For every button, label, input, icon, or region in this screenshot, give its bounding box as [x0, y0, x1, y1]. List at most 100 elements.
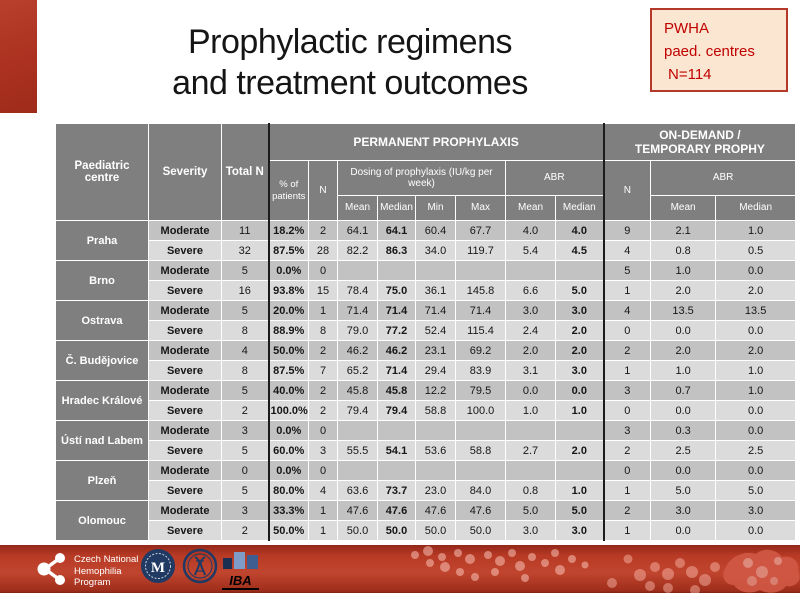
table-cell-median: 45.8 [377, 380, 416, 401]
badge-line-1: PWHA [664, 20, 709, 37]
table-cell-od_median: 5.0 [715, 480, 797, 501]
table-cell-mean: 45.8 [337, 380, 378, 401]
table-cell-n: 7 [308, 360, 338, 381]
table-cell-severity: Severe [148, 360, 222, 381]
header-paediatric-centre: Paediatric centre [55, 123, 149, 221]
centre-name-cell: Olomouc [55, 500, 149, 541]
table-cell-median [377, 460, 416, 481]
table-cell-abr_mean: 2.0 [505, 340, 556, 361]
table-cell-total_n: 5 [221, 380, 269, 401]
table-cell-total_n: 5 [221, 260, 269, 281]
header-total-n: Total N [221, 123, 269, 221]
iba-logo-label: IBA [222, 574, 259, 590]
footer-bar: Czech National Hemophilia Program M [0, 545, 800, 593]
table-cell-od_median: 0.0 [715, 460, 797, 481]
table-cell-n: 2 [308, 400, 338, 421]
title-line-1: Prophylactic regimens [188, 23, 512, 61]
centre-name-cell: Hradec Králové [55, 380, 149, 421]
table-row: Severe 32 87.5% 28 82.2 86.3 34.0 119.7 5.4 4.5 4 0… [56, 240, 797, 261]
table-row: Brno Moderate 5 0.0% 0 5 1.0 0.0 [55, 260, 797, 301]
table-cell-pct: 0.0% [267, 460, 309, 481]
cnhp-text-line3: Program [74, 577, 111, 588]
header-n-on-demand: N [602, 160, 652, 221]
table-cell-od_n: 3 [602, 380, 652, 401]
table-cell-abr_mean: 4.0 [505, 220, 556, 241]
table-cell-n: 1 [308, 500, 338, 521]
header-abr-median: Median [554, 195, 605, 221]
table-cell-od_mean: 2.5 [650, 440, 717, 461]
table-cell-pct: 20.0% [267, 300, 309, 321]
cnhp-text-line2: Hemophilia [74, 565, 122, 577]
table-cell-od_mean: 0.0 [650, 400, 717, 421]
table-cell-abr_mean: 3.0 [505, 520, 556, 541]
table-cell-mean: 64.1 [337, 220, 378, 241]
table-cell-od_mean: 0.0 [650, 520, 717, 541]
table-cell-severity: Severe [148, 480, 222, 501]
table-cell-od_n: 2 [602, 340, 652, 361]
university-seal-icon: M [141, 549, 175, 583]
table-cell-total_n: 5 [221, 440, 269, 461]
table-cell-n: 0 [308, 260, 338, 281]
table-cell-n: 15 [308, 280, 338, 301]
table-cell-severity: Moderate [148, 380, 222, 401]
table-cell-min: 52.4 [415, 320, 456, 341]
table-cell-pct: 60.0% [267, 440, 309, 461]
table-cell-pct: 87.5% [267, 240, 309, 261]
table-cell-n: 1 [308, 300, 338, 321]
table-cell-severity: Severe [148, 320, 222, 341]
centre-name-cell: Ostrava [55, 300, 149, 341]
table-cell-od_n: 4 [602, 240, 652, 261]
table-cell-od_n: 2 [602, 500, 652, 521]
table-cell-severity: Moderate [148, 500, 222, 521]
table-cell-od_n: 2 [602, 440, 652, 461]
table-cell-pct: 100.0% [267, 400, 309, 421]
header-dosing: Dosing of prophylaxis (IU/kg per week) [337, 160, 506, 196]
table-cell-severity: Moderate [148, 220, 222, 241]
header-dosing-mean: Mean [337, 195, 378, 221]
table-cell-max [455, 420, 506, 441]
table-cell-pct: 0.0% [267, 420, 309, 441]
table-cell-abr_median: 1.0 [554, 480, 605, 501]
table-cell-total_n: 11 [221, 220, 269, 241]
table-cell-min: 71.4 [415, 300, 456, 321]
dna-seal-icon [182, 548, 218, 584]
table-row: Olomouc Moderate 3 33.3% 1 47.6 47.6 47.6 47.6 5.… [55, 500, 797, 541]
table-cell-od_median: 1.0 [715, 380, 797, 401]
table-cell-n: 3 [308, 440, 338, 461]
table-cell-n: 2 [308, 220, 338, 241]
table-row: Praha Moderate 11 18.2% 2 64.1 64.1 60.4 67.7 4.0… [55, 220, 797, 261]
table-cell-n: 28 [308, 240, 338, 261]
centre-name-cell: Č. Budějovice [55, 340, 149, 381]
table-cell-od_mean: 0.0 [650, 320, 717, 341]
table-cell-total_n: 5 [221, 300, 269, 321]
table-cell-abr_median: 5.0 [554, 500, 605, 521]
table-cell-mean: 63.6 [337, 480, 378, 501]
table-cell-severity: Severe [148, 440, 222, 461]
table-cell-median: 79.4 [377, 400, 416, 421]
title-line-2: and treatment outcomes [172, 64, 528, 102]
table-body: Praha Moderate 11 18.2% 2 64.1 64.1 60.4 67.7 4.0… [55, 220, 797, 541]
table-cell-abr_median: 1.0 [554, 400, 605, 421]
table-cell-severity: Severe [148, 400, 222, 421]
table-cell-od_n: 0 [602, 460, 652, 481]
table-cell-od_median: 1.0 [715, 360, 797, 381]
table-cell-mean: 79.4 [337, 400, 378, 421]
table-cell-severity: Severe [148, 520, 222, 541]
table-row: Severe 5 60.0% 3 55.5 54.1 53.6 58.8 2.7 2.0 2 2.5 2… [56, 440, 797, 461]
table-cell-mean: 82.2 [337, 240, 378, 261]
centre-name-cell: Praha [55, 220, 149, 261]
table-cell-total_n: 0 [221, 460, 269, 481]
corner-accent-bar [0, 0, 37, 113]
table-cell-min: 60.4 [415, 220, 456, 241]
table-cell-median: 46.2 [377, 340, 416, 361]
table-cell-mean: 46.2 [337, 340, 378, 361]
table-cell-od_mean: 2.1 [650, 220, 717, 241]
table-cell-median [377, 260, 416, 281]
table-cell-total_n: 4 [221, 340, 269, 361]
table-cell-abr_mean [505, 420, 556, 441]
table-cell-abr_median [554, 460, 605, 481]
table-row: Ostrava Moderate 5 20.0% 1 71.4 71.4 71.4 71.4 3.… [55, 300, 797, 341]
table-header: Paediatric centre Severity Total N PERMA… [55, 123, 797, 221]
table-cell-mean: 78.4 [337, 280, 378, 301]
